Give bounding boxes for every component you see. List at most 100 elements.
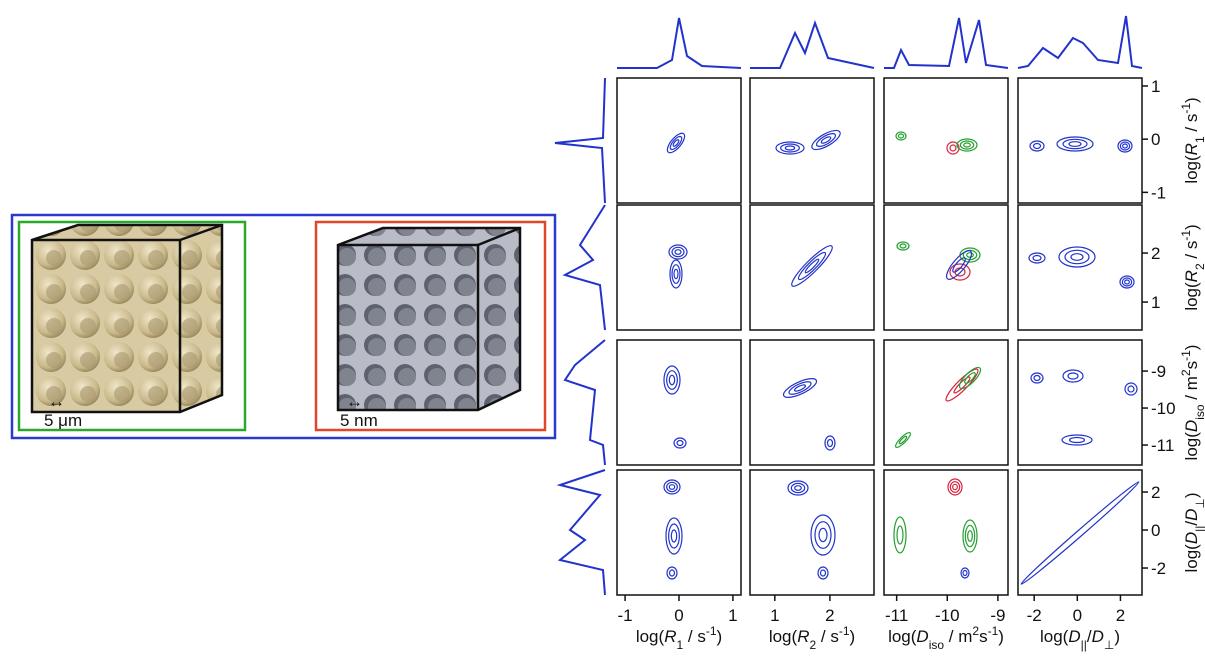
contour — [953, 484, 958, 489]
label-part: ) — [717, 627, 723, 646]
label-part: ⊥ — [1104, 638, 1114, 652]
cube-spheres — [32, 225, 222, 412]
scale-bar-label: 5 μm — [44, 411, 82, 430]
contour — [668, 135, 683, 152]
y-tick-label: -2 — [1151, 559, 1166, 578]
x-tick-label: -2 — [1027, 606, 1042, 625]
panel — [884, 78, 1008, 203]
projection — [617, 18, 741, 68]
contour — [1019, 480, 1141, 587]
x-tick-label: 0 — [1073, 606, 1082, 625]
label-part: iso — [1193, 404, 1205, 420]
contour — [1125, 383, 1137, 395]
label-part: R — [664, 627, 676, 646]
label-part: D — [1182, 420, 1201, 432]
contour — [1031, 373, 1043, 383]
panel — [617, 340, 741, 465]
x-tick-label: -10 — [935, 606, 960, 625]
label-part: log( — [1182, 155, 1201, 184]
contour — [1062, 435, 1092, 445]
contour — [1029, 253, 1045, 263]
label-part: / m — [944, 627, 972, 646]
label-part: ⊥ — [1193, 498, 1205, 508]
contour — [674, 269, 678, 278]
contour — [897, 242, 909, 250]
y-tick-label: 2 — [1151, 483, 1160, 502]
contour — [1065, 250, 1089, 263]
scale-arrow: ↔ — [48, 392, 65, 411]
axis-label: log(Diso / m2s-1) — [888, 624, 1004, 652]
contour — [670, 570, 675, 576]
panel — [750, 470, 874, 595]
contour — [894, 517, 906, 553]
contour — [1033, 256, 1041, 261]
contour — [1120, 142, 1129, 150]
x-tick-label: 2 — [825, 606, 834, 625]
panel — [884, 340, 1008, 465]
contour — [897, 526, 903, 544]
contour — [669, 375, 674, 384]
projection — [884, 18, 1008, 68]
label-part: -1 — [1179, 350, 1193, 361]
contour — [1128, 386, 1134, 392]
contour — [1068, 373, 1078, 379]
label-part: log( — [1182, 544, 1201, 573]
label-part: log( — [769, 627, 798, 646]
y-tick-label: 0 — [1151, 130, 1160, 149]
contour — [894, 431, 912, 449]
contour — [1034, 376, 1040, 381]
label-part: s — [979, 627, 988, 646]
contour — [796, 250, 828, 282]
contour — [788, 242, 836, 290]
label-part: R — [797, 627, 809, 646]
contour — [965, 525, 974, 546]
contour — [950, 145, 956, 151]
contour — [781, 144, 800, 152]
contour — [900, 244, 906, 248]
contour — [781, 375, 819, 401]
x-tick-label: -1 — [618, 606, 633, 625]
panel — [1018, 205, 1142, 330]
x-tick-label: -11 — [885, 606, 908, 625]
label-part: / s — [816, 627, 839, 646]
label-part: iso — [929, 638, 945, 652]
contour — [809, 127, 843, 153]
contour — [898, 435, 907, 444]
contour — [820, 136, 831, 145]
material-illustration: ↔ 5 μm ↔ 5 nm — [12, 215, 555, 438]
y-tick-label: 0 — [1151, 521, 1160, 540]
contour — [967, 253, 974, 258]
contour — [968, 531, 973, 542]
contour — [664, 131, 687, 156]
x-tick-label: 1 — [770, 606, 779, 625]
contour — [1125, 280, 1130, 284]
label-part: ) — [1182, 224, 1201, 230]
label-part: ) — [1182, 97, 1201, 103]
label-part: -1 — [839, 624, 850, 638]
panel — [1018, 340, 1142, 465]
contour — [1063, 370, 1083, 382]
contour — [896, 132, 906, 140]
contour — [815, 522, 831, 549]
axis-label: log(Diso / m2s-1) — [1179, 345, 1205, 461]
contour — [791, 483, 804, 492]
label-part: / s — [1182, 114, 1201, 137]
scale-arrow: ↔ — [346, 392, 363, 411]
contour — [795, 486, 802, 491]
contour — [1070, 438, 1085, 443]
panel — [750, 78, 874, 203]
contour — [1063, 139, 1087, 148]
contour — [669, 524, 680, 548]
axis-label: log(R2 / s-1) — [1179, 224, 1205, 310]
projection — [565, 340, 605, 465]
contour — [1071, 254, 1083, 261]
contour — [819, 528, 827, 541]
label-part: ) — [998, 627, 1004, 646]
label-part: ) — [1182, 345, 1201, 351]
label-part: log( — [1040, 627, 1069, 646]
label-part: -1 — [988, 624, 999, 638]
label-part: log( — [1182, 282, 1201, 311]
contour — [667, 371, 678, 390]
label-part: -1 — [1179, 230, 1193, 241]
label-part: log( — [1182, 432, 1201, 461]
